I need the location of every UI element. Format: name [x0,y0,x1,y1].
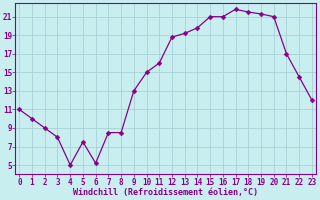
X-axis label: Windchill (Refroidissement éolien,°C): Windchill (Refroidissement éolien,°C) [73,188,258,197]
